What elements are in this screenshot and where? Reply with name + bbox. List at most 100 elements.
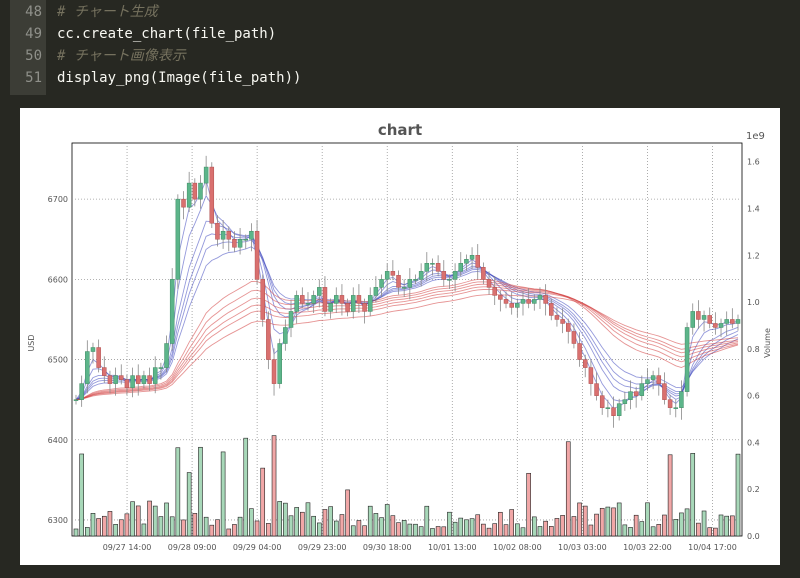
- candle-body: [317, 287, 322, 296]
- candle-body: [537, 295, 543, 300]
- volume-bar: [616, 502, 622, 537]
- volume-bar: [311, 515, 316, 537]
- candle-body: [735, 319, 741, 324]
- volume-bar: [90, 513, 96, 537]
- moving-average-line: [75, 246, 739, 401]
- x-tick-label: 10/03 22:00: [623, 543, 672, 552]
- candle-body: [616, 403, 622, 416]
- volume-bar: [554, 518, 560, 537]
- code-line[interactable]: 51 display_png(Image(file_path)): [10, 67, 790, 89]
- volume-bar: [628, 527, 633, 537]
- volume-bar: [260, 467, 266, 537]
- volume-bar: [192, 513, 198, 537]
- candle-body: [186, 182, 192, 208]
- code-comment: # チャート生成: [57, 4, 158, 20]
- volume-bar: [181, 519, 186, 537]
- candle-body: [90, 347, 96, 352]
- volume-bar: [316, 522, 322, 537]
- volume-bar: [294, 507, 299, 537]
- candle-body: [198, 182, 203, 200]
- y2-tick-label: 1.0: [747, 298, 760, 307]
- volume-bar: [492, 523, 498, 537]
- moving-average-line: [75, 278, 739, 401]
- candle-body: [215, 222, 220, 240]
- candle-body: [724, 319, 729, 324]
- volume-bar: [532, 516, 537, 537]
- volume-bar: [113, 524, 118, 537]
- candle-body: [492, 287, 497, 296]
- candle-body: [169, 279, 175, 344]
- volume-bar: [158, 516, 164, 537]
- x-tick-label: 10/02 08:00: [493, 543, 542, 552]
- volume-bar: [413, 523, 418, 537]
- volume-bar: [701, 510, 707, 537]
- candle-body: [509, 303, 514, 308]
- candle-body: [713, 323, 718, 328]
- code-line[interactable]: 48 # チャート生成: [10, 1, 790, 23]
- candle-body: [543, 295, 548, 304]
- candle-body: [571, 331, 577, 344]
- candle-body: [390, 271, 396, 276]
- volume-bar: [283, 502, 288, 537]
- candle-body: [209, 166, 215, 224]
- volume-bar: [498, 511, 503, 537]
- volume-bar: [277, 501, 282, 537]
- volume-bar: [107, 511, 113, 537]
- candle-body: [549, 303, 554, 316]
- candle-body: [79, 383, 84, 400]
- y2-tick-label: 0.8: [747, 345, 760, 354]
- code-line[interactable]: 49 cc.create_chart(file_path): [10, 23, 790, 45]
- candle-body: [164, 343, 169, 368]
- volume-bar: [599, 507, 605, 537]
- volume-bar: [707, 527, 713, 537]
- volume-bar: [266, 523, 271, 537]
- candle-body: [554, 315, 560, 320]
- candle-body: [271, 359, 277, 384]
- code-cell[interactable]: 48 # チャート生成 49 cc.create_chart(file_path) 50…: [10, 0, 790, 95]
- candle-body: [520, 299, 526, 304]
- volume-bar: [430, 528, 435, 537]
- candle-body: [469, 255, 475, 260]
- volume-bar: [503, 524, 509, 537]
- volume-bar: [396, 522, 401, 537]
- volume-bar: [622, 524, 628, 537]
- candle-body: [345, 303, 350, 312]
- volume-bar: [186, 472, 192, 537]
- volume-bar: [203, 516, 209, 537]
- candle-body: [175, 198, 181, 280]
- candle-body: [577, 343, 582, 360]
- candle-body: [249, 230, 254, 240]
- candle-body: [339, 295, 345, 304]
- y-tick-label: 6700: [48, 195, 68, 204]
- candle-body: [611, 407, 616, 416]
- volume-bar: [475, 514, 481, 537]
- volume-bar: [169, 516, 175, 537]
- y2-axis-label: Volume: [763, 328, 772, 358]
- candle-body: [102, 367, 107, 376]
- code-line[interactable]: 50 # チャート画像表示: [10, 45, 790, 67]
- volume-bar: [435, 526, 441, 537]
- volume-bar: [175, 447, 181, 537]
- volume-bar: [390, 515, 396, 537]
- moving-average-line: [75, 220, 739, 401]
- volume-bar: [118, 519, 124, 537]
- candle-body: [294, 295, 299, 312]
- line-number-gutter: [10, 0, 46, 95]
- candle-body: [656, 375, 662, 384]
- candle-body: [684, 327, 690, 392]
- candle-body: [458, 263, 464, 272]
- candle-body: [413, 279, 418, 281]
- volume-bar: [447, 511, 452, 537]
- candle-body: [475, 255, 480, 268]
- moving-average-line: [75, 233, 739, 401]
- volume-bar: [339, 514, 345, 537]
- volume-bar: [141, 523, 147, 537]
- volume-bar: [565, 441, 571, 537]
- x-tick-label: 10/03 03:00: [558, 543, 607, 552]
- volume-bar: [724, 515, 729, 537]
- volume-bar: [509, 509, 514, 537]
- candle-body: [503, 299, 509, 304]
- candle-body: [464, 259, 469, 264]
- volume-bar: [333, 520, 339, 537]
- x-tick-label: 09/28 09:00: [168, 543, 217, 552]
